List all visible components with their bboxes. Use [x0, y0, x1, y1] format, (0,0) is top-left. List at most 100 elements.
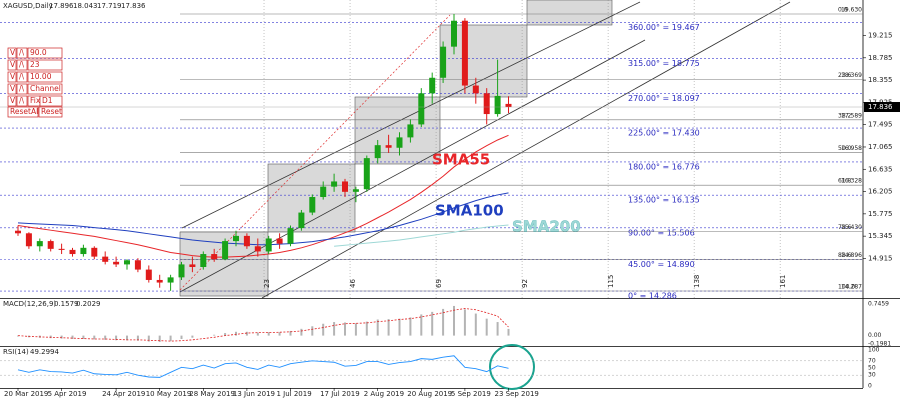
value-button-frame[interactable] [39, 95, 63, 107]
cycle-label: 115 [607, 275, 615, 288]
down-button[interactable]: V [7, 59, 17, 71]
last-price-box [864, 102, 900, 113]
up-button-label[interactable]: /\ [19, 96, 25, 105]
macd-bar [474, 313, 477, 336]
y-tick-label: 14.915 [868, 254, 893, 262]
up-button-frame[interactable] [16, 47, 28, 59]
candle-body [385, 145, 392, 148]
macd-bar [49, 335, 52, 339]
cycle-label: 46 [349, 279, 357, 288]
up-button-frame[interactable] [16, 71, 28, 83]
up-button-label[interactable]: /\ [19, 60, 25, 69]
value-button[interactable]: 90.0 [27, 47, 63, 59]
value-button-label[interactable]: D1 [42, 96, 53, 105]
reset-all-button-frame[interactable] [7, 106, 39, 118]
fib-ratio: 61.8 [838, 178, 852, 185]
fib-ratio: 88.6 [838, 252, 852, 259]
macd-bar [104, 335, 107, 340]
value-button-label[interactable]: Channel [30, 84, 61, 93]
macd-bar [180, 335, 183, 339]
macd-bar [300, 328, 303, 336]
candle-body [80, 247, 87, 255]
gann-label: 0° = 14.286 [628, 292, 677, 301]
candle-body [298, 212, 305, 229]
value-button-frame[interactable] [27, 71, 63, 83]
macd-bar [115, 335, 118, 341]
candle-body [342, 181, 348, 192]
down-button-frame[interactable] [7, 71, 17, 83]
down-button-frame[interactable] [7, 95, 17, 107]
down-button-label[interactable]: V [10, 96, 16, 105]
value-button-label[interactable]: 23 [30, 60, 40, 69]
down-button[interactable]: V [7, 71, 17, 83]
up-button-label[interactable]: /\ [19, 84, 25, 93]
down-button[interactable]: V [7, 83, 17, 95]
channel-line [261, 1, 791, 299]
up-button-frame[interactable] [16, 59, 28, 71]
fib-ratio: 38.2 [838, 112, 852, 119]
fix-button[interactable]: Fix [27, 95, 41, 107]
up-button-frame[interactable] [16, 83, 28, 95]
fib-price: 16.958 [841, 145, 862, 152]
macd-bar [442, 308, 445, 336]
up-button[interactable]: /\ [16, 59, 28, 71]
candle-body [483, 93, 490, 115]
down-button-frame[interactable] [7, 47, 17, 59]
up-button[interactable]: /\ [16, 47, 28, 59]
reset-button-label[interactable]: Reset [41, 107, 62, 116]
x-tick-label: 20 Aug 2019 [407, 390, 452, 398]
macd-bar [289, 330, 292, 336]
sma-label: SMA100 [435, 202, 504, 220]
value-button-frame[interactable] [27, 47, 63, 59]
down-button-frame[interactable] [7, 59, 17, 71]
reset-all-button[interactable]: ResetAll [7, 106, 40, 118]
value-button[interactable]: D1 [39, 95, 63, 107]
down-button-label[interactable]: V [10, 60, 16, 69]
fib-price: 18.369 [841, 72, 862, 79]
value-button[interactable]: Channel [27, 83, 63, 95]
candle-body [167, 277, 174, 283]
reset-button-frame[interactable] [38, 106, 63, 118]
y-tick-label: 0 [868, 383, 872, 390]
reset-all-button-label[interactable]: ResetAll [10, 107, 40, 116]
fix-button-label[interactable]: Fix [30, 96, 41, 105]
value-button-frame[interactable] [27, 83, 63, 95]
candle-body [331, 181, 338, 187]
candle-body [320, 186, 327, 198]
candle-body [134, 260, 141, 270]
candle-body [451, 20, 457, 47]
up-button-label[interactable]: /\ [19, 48, 25, 57]
macd-bar [147, 335, 150, 342]
header-value: 17.719 [97, 2, 122, 10]
sma-line [17, 192, 509, 246]
up-button[interactable]: /\ [16, 71, 28, 83]
down-button-label[interactable]: V [10, 48, 16, 57]
y-tick-label: 70 [868, 357, 876, 364]
down-button[interactable]: V [7, 95, 17, 107]
macd-bar [60, 335, 63, 339]
down-button-label[interactable]: V [10, 84, 16, 93]
value-button[interactable]: 23 [27, 59, 63, 71]
fib-price: 17.589 [841, 112, 862, 119]
plot-layer [179, 0, 791, 299]
up-button-frame[interactable] [16, 95, 28, 107]
value-button-label[interactable]: 10.00 [30, 72, 52, 81]
reset-button[interactable]: Reset [38, 106, 63, 118]
value-button-label[interactable]: 90.0 [30, 48, 47, 57]
down-button-frame[interactable] [7, 83, 17, 95]
up-button[interactable]: /\ [16, 95, 28, 107]
down-button[interactable]: V [7, 47, 17, 59]
candle-body [396, 137, 403, 148]
candle-body [276, 238, 283, 244]
candle-body [69, 249, 76, 255]
macd-bar [245, 331, 248, 336]
value-button-frame[interactable] [27, 59, 63, 71]
sma-line [17, 134, 509, 258]
down-button-label[interactable]: V [10, 72, 16, 81]
candle-body [243, 235, 250, 247]
up-button-label[interactable]: /\ [19, 72, 25, 81]
up-button[interactable]: /\ [16, 83, 28, 95]
channel-line [181, 1, 641, 229]
macd-bar [169, 335, 172, 342]
value-button[interactable]: 10.00 [27, 71, 63, 83]
